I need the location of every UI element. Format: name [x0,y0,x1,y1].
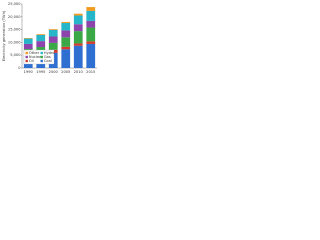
legend-swatch [25,59,28,63]
bar-segment [86,7,96,11]
bar-segment [36,34,46,42]
bar-segment [86,43,96,68]
x-tick-label: 2000 [49,70,59,74]
legend-swatch [40,55,43,59]
legend-swatch [40,51,43,55]
bar-segment [86,10,96,21]
bar-segment [48,36,58,43]
x-tick-label: 2010 [74,70,84,74]
bar-segment [48,29,58,37]
bar-segment [86,41,96,44]
legend-swatch [40,59,43,63]
y-tick-label: 15,000 [8,28,21,32]
legend-swatch [25,51,28,55]
bar-segment [23,43,33,50]
bar-segment [73,31,83,44]
bar-segment [86,20,96,28]
legend-label: Other [29,51,40,55]
y-axis-label: Electricity generation (TWh) [2,10,6,61]
bar-segment [61,49,71,68]
bar-segment [36,47,46,53]
bar-segment [36,41,46,48]
legend-swatch [25,55,28,59]
bar-segment [73,24,83,32]
bar-segment [61,22,71,31]
y-tick-label: 5,000 [10,53,21,57]
y-tick-label: 20,000 [8,15,21,19]
bar-segment [48,29,58,30]
x-tick-label: 1995 [36,70,45,74]
bar-segment [86,27,96,42]
y-tick-label: 25,000 [8,2,21,6]
legend-label: Nuclear [29,55,43,59]
bar-segment [36,34,46,35]
y-tick-label: 0 [18,66,21,70]
legend-label: Coal [44,59,52,63]
bar-segment [23,38,33,39]
bar-segment [73,43,83,46]
bar-segment [61,37,71,47]
bar-segment [61,46,71,50]
legend-label: Gas [44,55,51,59]
x-tick-label: 1990 [24,70,34,74]
bar-segment [61,21,71,23]
x-tick-label: 2005 [61,70,70,74]
chart: Electricity generation (TWh) 0 5,000 10,00… [2,2,97,74]
bar-segment [23,38,33,44]
y-tick-label: 10,000 [8,40,21,44]
bar-segment [73,13,83,16]
bar-segment [48,42,58,50]
legend-label: Hydro [44,51,55,55]
legend-label: Oil [29,59,34,63]
bar-segment [73,45,83,68]
x-tick-label: 2015 [86,70,95,74]
bar-segment [73,15,83,25]
bar-segment [61,30,71,38]
legend-box [23,49,55,65]
